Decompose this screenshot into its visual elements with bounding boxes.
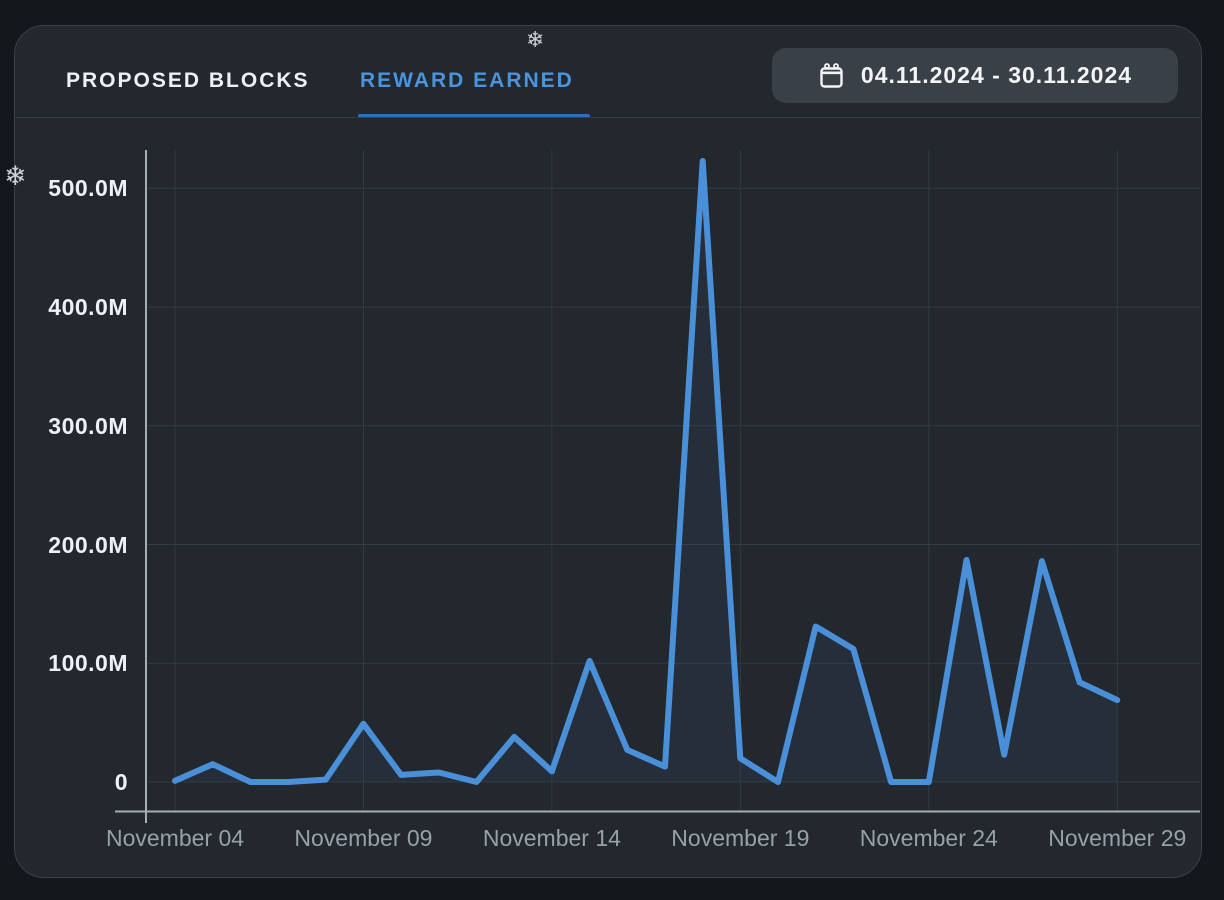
reward-area bbox=[175, 161, 1118, 782]
x-tick-label: November 24 bbox=[859, 825, 998, 851]
tab-proposed-blocks[interactable]: PROPOSED BLOCKS bbox=[66, 69, 310, 92]
snowflake-icon: ❄ bbox=[4, 161, 27, 192]
y-tick-label: 400.0M bbox=[48, 294, 128, 321]
snowflake-icon: ❄ bbox=[526, 28, 545, 53]
reward-line bbox=[172, 158, 1121, 785]
calendar-icon bbox=[818, 62, 845, 90]
chart-card bbox=[14, 25, 1202, 878]
tab-reward-earned[interactable]: REWARD EARNED bbox=[360, 69, 574, 92]
active-tab-underline bbox=[358, 114, 590, 118]
x-tick-label: November 09 bbox=[294, 825, 433, 851]
y-tick-label: 300.0M bbox=[48, 412, 128, 439]
y-tick-label: 100.0M bbox=[48, 650, 128, 677]
header-divider bbox=[15, 117, 1202, 118]
x-tick-label: November 29 bbox=[1048, 825, 1187, 851]
x-tick-label: November 14 bbox=[482, 825, 621, 851]
y-tick-label: 500.0M bbox=[48, 175, 128, 202]
y-tick-label: 200.0M bbox=[48, 531, 128, 558]
y-tick-label: 0 bbox=[114, 769, 128, 795]
x-tick-label: November 19 bbox=[671, 825, 810, 851]
x-tick-label: November 04 bbox=[105, 825, 245, 851]
date-range-label: 04.11.2024 - 30.11.2024 bbox=[860, 62, 1133, 88]
date-range-button[interactable]: 04.11.2024 - 30.11.2024 bbox=[772, 48, 1178, 103]
